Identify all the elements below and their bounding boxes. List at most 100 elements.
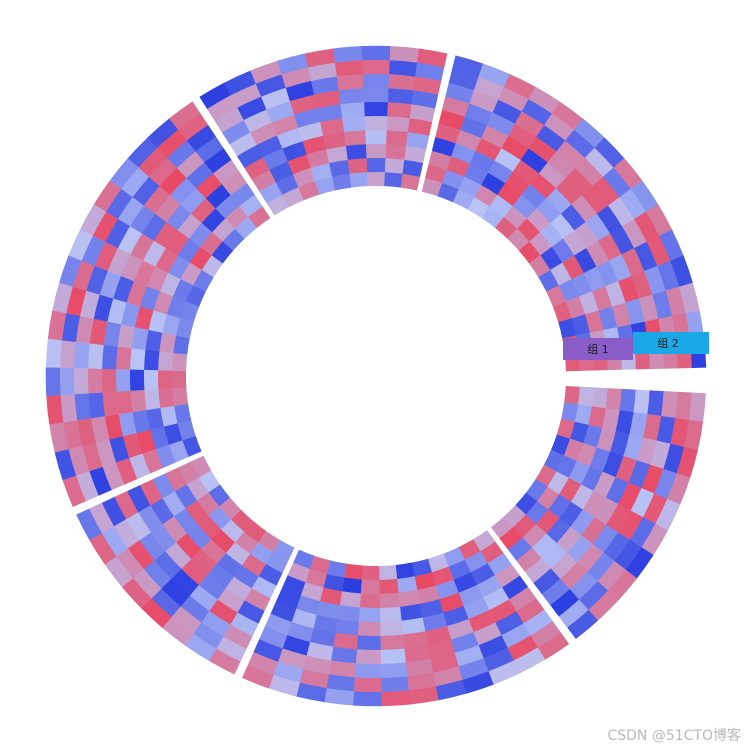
heatmap-cell: [605, 388, 622, 411]
heatmap-cell: [185, 285, 206, 307]
heatmap-cell: [225, 542, 250, 566]
heatmap-cell: [87, 343, 104, 369]
heatmap-cell: [175, 533, 202, 560]
heatmap-cell: [174, 484, 197, 509]
heatmap-cell: [169, 101, 201, 130]
track-label-1: 组 1: [587, 342, 609, 356]
heatmap-cell: [173, 508, 198, 534]
heatmap-cell: [242, 664, 274, 689]
heatmap-cell: [333, 632, 358, 650]
heatmap-cell: [645, 204, 673, 236]
heatmap-cell: [198, 470, 220, 493]
heatmap-cell: [314, 176, 336, 195]
heatmap-cell: [211, 241, 234, 264]
heatmap-cell: [173, 403, 192, 424]
heatmap-cell: [551, 238, 575, 263]
heatmap-cell: [363, 87, 389, 103]
heatmap-cell: [598, 306, 618, 331]
heatmap-cell: [93, 294, 114, 322]
heatmap-cell: [487, 160, 514, 184]
heatmap-cell: [585, 213, 611, 242]
heatmap-cell: [555, 177, 583, 205]
heatmap-cell: [201, 254, 223, 278]
heatmap-cell: [128, 453, 151, 480]
heatmap-cell: [345, 143, 367, 160]
heatmap-cell: [109, 157, 139, 189]
heatmap-cell: [631, 270, 653, 299]
heatmap-cell: [225, 576, 252, 601]
heatmap-cell: [142, 240, 166, 267]
heatmap-cell: [380, 634, 405, 651]
heatmap-cell: [146, 407, 164, 430]
heatmap-cell: [65, 286, 87, 317]
heatmap-cell: [598, 233, 622, 261]
heatmap-cell: [560, 562, 588, 590]
heatmap-cell: [361, 45, 391, 61]
heatmap-cell: [94, 241, 119, 271]
heatmap-cell: [217, 588, 245, 613]
heatmap-cell: [409, 104, 436, 123]
heatmap-cell: [103, 321, 122, 347]
heatmap-cell: [114, 490, 139, 520]
heatmap-cell: [268, 674, 300, 697]
heatmap-cell: [340, 101, 365, 119]
heatmap-cell: [62, 475, 86, 507]
heatmap-cell: [443, 547, 466, 567]
heatmap-cell: [507, 635, 539, 661]
heatmap-cell: [230, 83, 262, 108]
heatmap-cell: [591, 387, 608, 409]
heatmap-cell: [186, 524, 212, 550]
heatmap-cell: [404, 145, 427, 164]
heatmap-cell: [474, 184, 498, 207]
heatmap-cell: [154, 194, 181, 223]
heatmap-cell: [517, 218, 541, 242]
heatmap-cell: [638, 294, 659, 322]
heatmap-cell: [652, 290, 673, 320]
heatmap-cell: [146, 266, 169, 292]
sector-2: [242, 530, 570, 707]
heatmap-cell: [512, 194, 537, 219]
heatmap-cell: [569, 571, 598, 600]
heatmap-cell: [243, 109, 272, 133]
heatmap-cell: [388, 73, 416, 91]
heatmap-cell: [622, 218, 647, 249]
heatmap-cell: [615, 410, 634, 435]
heatmap-cell: [298, 181, 320, 201]
heatmap-cell: [550, 434, 571, 456]
heatmap-cell: [324, 688, 355, 706]
heatmap-cell: [334, 59, 364, 77]
heatmap-cell: [157, 351, 174, 371]
heatmap-cell: [181, 558, 208, 586]
heatmap-cell: [243, 520, 267, 543]
heatmap-cell: [89, 466, 112, 496]
heatmap-cell: [276, 588, 301, 610]
heatmap-cell: [74, 393, 92, 421]
heatmap-cell: [120, 302, 141, 328]
track-labels: 组 1 组 2: [563, 332, 709, 360]
heatmap-cell: [190, 455, 212, 478]
heatmap-cell: [250, 122, 278, 146]
heatmap-cell: [636, 437, 657, 465]
heatmap-cell: [439, 592, 464, 613]
heatmap-cell: [190, 549, 217, 575]
heatmap-cell: [358, 607, 381, 623]
heatmap-cell: [646, 235, 671, 267]
heatmap-cell: [435, 579, 459, 600]
heatmap-cell: [596, 427, 617, 452]
heatmap-cell: [105, 218, 131, 249]
heatmap-cell: [177, 238, 201, 263]
heatmap-cell: [405, 658, 434, 677]
heatmap-cell: [143, 185, 171, 214]
heatmap-cell: [520, 148, 549, 174]
heatmap-cell: [458, 584, 484, 607]
heatmap-cell: [619, 188, 647, 220]
heatmap-cell: [400, 173, 421, 191]
heatmap-cell: [594, 137, 625, 168]
heatmap-cell: [316, 601, 340, 620]
heatmap-cell: [113, 519, 140, 549]
heatmap-cell: [177, 419, 196, 441]
heatmap-cell: [497, 182, 522, 207]
heatmap-cell: [417, 48, 448, 68]
heatmap-cell: [602, 451, 624, 478]
heatmap-cell: [528, 136, 557, 163]
